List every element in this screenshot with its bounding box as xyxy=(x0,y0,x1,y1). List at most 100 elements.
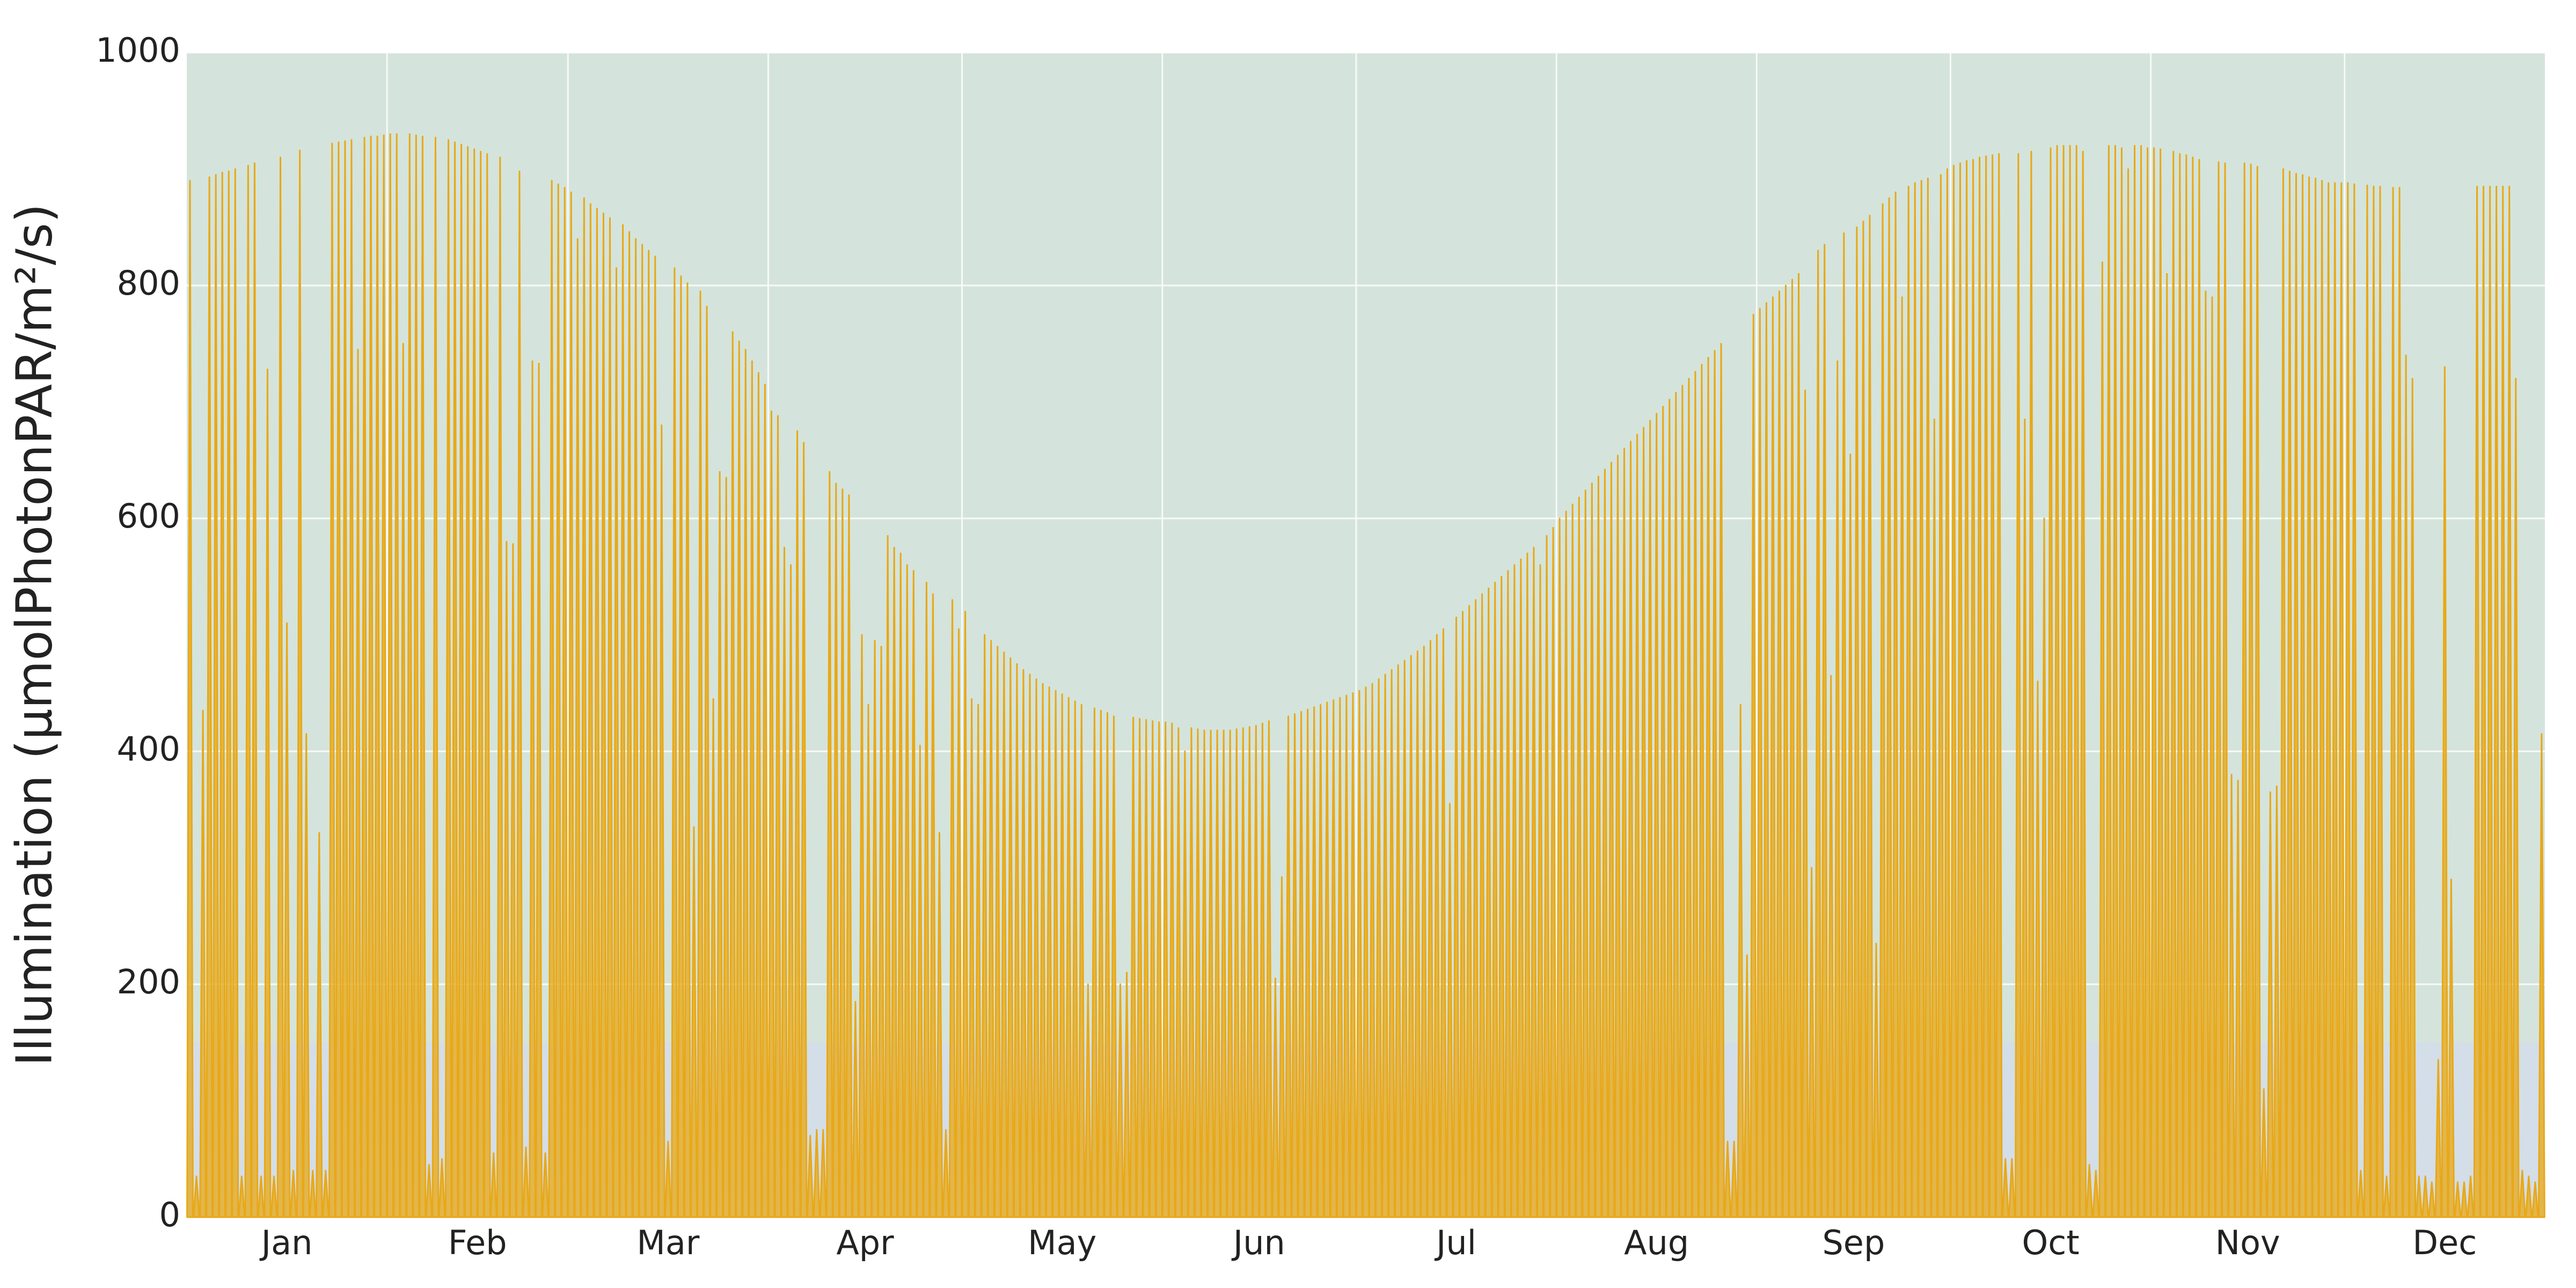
daily-spike xyxy=(865,704,872,1218)
daily-spike xyxy=(1213,729,1221,1218)
daily-spike xyxy=(251,162,259,1218)
daily-spike xyxy=(2260,1088,2268,1218)
daily-spike xyxy=(871,640,879,1218)
daily-spike xyxy=(199,709,207,1218)
daily-spike xyxy=(1672,392,1680,1218)
daily-spike xyxy=(980,634,989,1218)
daily-spike xyxy=(2383,1175,2390,1218)
daily-spike xyxy=(2034,680,2041,1218)
daily-spike xyxy=(619,224,627,1218)
y-tick-label: 200 xyxy=(117,962,180,1001)
daily-spike xyxy=(1750,313,1758,1218)
daily-spike xyxy=(1982,155,1990,1218)
daily-spike xyxy=(664,1140,672,1218)
daily-spike xyxy=(2098,261,2106,1218)
daily-spike xyxy=(2299,174,2307,1218)
daily-spike xyxy=(328,142,336,1218)
daily-spike xyxy=(1336,697,1344,1218)
daily-spike xyxy=(2202,290,2209,1218)
daily-spike xyxy=(1401,660,1409,1218)
daily-spike xyxy=(2318,180,2326,1218)
daily-spike xyxy=(1943,168,1951,1218)
daily-spike xyxy=(1956,162,1964,1218)
daily-spike xyxy=(1969,159,1977,1218)
daily-spike xyxy=(800,442,808,1218)
daily-spike xyxy=(425,1163,433,1218)
y-axis-title: Illumination (µmolPhotonPAR/m²/s) xyxy=(5,203,63,1066)
daily-spike xyxy=(1123,971,1131,1218)
daily-spike xyxy=(1142,719,1150,1218)
daily-spike xyxy=(1807,867,1816,1218)
daily-spike xyxy=(1310,706,1318,1218)
daily-spike xyxy=(1846,453,1854,1218)
daily-spike xyxy=(645,250,653,1218)
daily-spike xyxy=(580,197,588,1218)
daily-spike xyxy=(955,628,963,1218)
daily-spike xyxy=(1665,399,1673,1218)
daily-spike xyxy=(1833,360,1841,1218)
daily-spike xyxy=(2163,273,2171,1218)
daily-spike xyxy=(2079,150,2087,1218)
daily-spike xyxy=(367,135,375,1218)
daily-spike xyxy=(1368,683,1376,1218)
daily-spike xyxy=(2047,147,2054,1218)
daily-spike xyxy=(1607,462,1615,1218)
daily-spike xyxy=(1575,496,1583,1218)
daily-spike xyxy=(554,183,562,1218)
daily-spike xyxy=(1491,581,1499,1218)
daily-spike xyxy=(2247,163,2255,1218)
daily-spike xyxy=(489,1152,497,1218)
daily-spike xyxy=(1000,652,1008,1218)
daily-spike xyxy=(890,546,898,1218)
daily-spike xyxy=(2273,785,2281,1218)
daily-spike xyxy=(1769,296,1777,1218)
daily-spike xyxy=(231,168,239,1218)
daily-spike xyxy=(2409,378,2417,1218)
daily-spike xyxy=(1814,250,1822,1218)
daily-spike xyxy=(1549,526,1557,1218)
daily-spike xyxy=(1194,728,1202,1218)
daily-spike xyxy=(2156,148,2164,1218)
daily-spike xyxy=(819,1129,827,1218)
daily-spike xyxy=(1524,552,1531,1218)
daily-spike xyxy=(1174,727,1182,1218)
daily-spike xyxy=(1110,715,1118,1218)
daily-spike xyxy=(374,135,382,1218)
daily-spike xyxy=(1717,343,1725,1218)
daily-spike xyxy=(1543,535,1550,1218)
x-tick-label: Nov xyxy=(2215,1223,2280,1262)
daily-spike xyxy=(2008,1158,2016,1218)
daily-spike xyxy=(1394,664,1402,1218)
daily-spike xyxy=(993,646,1001,1218)
daily-spike xyxy=(612,267,620,1218)
daily-spike xyxy=(2137,145,2145,1218)
daily-spike xyxy=(2524,1175,2533,1218)
daily-spike xyxy=(354,348,362,1218)
daily-spike xyxy=(1775,290,1783,1218)
daily-spike xyxy=(780,546,788,1218)
daily-spike xyxy=(838,488,846,1218)
daily-spike xyxy=(393,133,401,1218)
daily-spike xyxy=(1414,650,1422,1218)
daily-spike xyxy=(1356,690,1363,1218)
daily-spike xyxy=(697,290,704,1218)
daily-spike xyxy=(877,646,885,1218)
daily-spike xyxy=(2292,173,2300,1218)
daily-spike xyxy=(2228,773,2236,1218)
daily-spike xyxy=(1762,302,1770,1218)
daily-spike xyxy=(2428,1181,2436,1218)
daily-spike xyxy=(2105,145,2113,1218)
daily-spike xyxy=(1226,729,1234,1218)
daily-spike xyxy=(825,471,833,1218)
daily-spike xyxy=(2053,145,2061,1218)
daily-spike xyxy=(238,1175,246,1218)
daily-spike xyxy=(755,372,763,1218)
y-tick-label: 1000 xyxy=(96,31,180,70)
daily-spike xyxy=(2538,733,2545,1218)
daily-spike xyxy=(2344,182,2352,1218)
daily-spike xyxy=(561,187,569,1218)
daily-spike xyxy=(1045,686,1053,1218)
daily-spike xyxy=(186,180,194,1218)
daily-spike xyxy=(1866,215,1874,1218)
daily-spike xyxy=(593,208,601,1218)
